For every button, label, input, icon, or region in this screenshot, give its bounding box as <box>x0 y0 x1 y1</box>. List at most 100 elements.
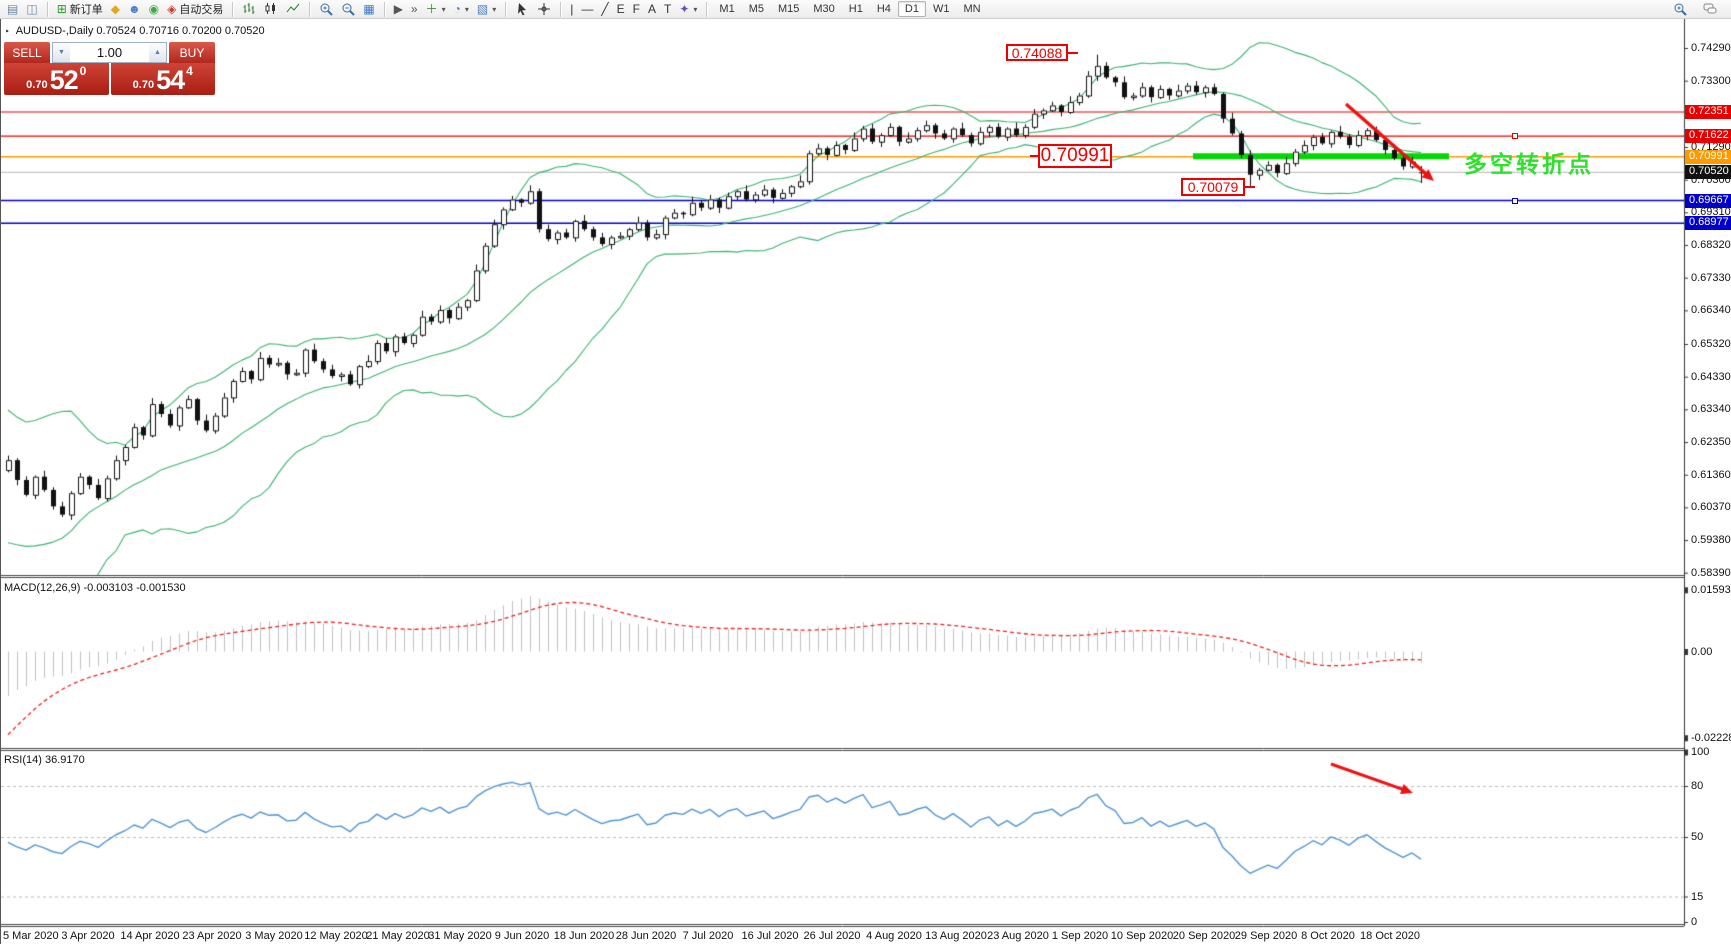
buy-button[interactable]: BUY <box>169 42 215 63</box>
line-anchor-handle[interactable] <box>1512 133 1518 140</box>
annotation-leader <box>1068 51 1078 54</box>
price-axis-tick: 0.74290 <box>1691 42 1731 54</box>
label-glyph: T <box>664 2 672 16</box>
timeframe-m30[interactable]: M30 <box>813 3 835 15</box>
volume-value[interactable]: 1.00 <box>96 45 123 60</box>
dropdown-caret-icon[interactable]: ▾ <box>464 4 469 14</box>
price-axis-tick: 0.63340 <box>1691 403 1731 416</box>
date-axis-label: 26 Jul 2020 <box>803 930 861 942</box>
timeframe-w1[interactable]: W1 <box>932 3 950 15</box>
shapes-button[interactable]: ✦ ▾ <box>675 1 701 18</box>
price-axis-tick: 0.65320 <box>1691 338 1731 350</box>
price-annotation[interactable]: 0.74088 <box>1006 44 1068 61</box>
price-axis-tick: 0.62350 <box>1691 436 1731 449</box>
price-axis-tick: 0.59380 <box>1691 534 1731 547</box>
label-button[interactable]: T <box>660 1 675 18</box>
sell-price-button[interactable]: 0.70 52 0 <box>4 63 109 95</box>
price-annotation[interactable]: 0.70991 <box>1038 144 1112 168</box>
crosshair-button[interactable] <box>533 1 555 18</box>
shift-chart-button[interactable]: ▶ <box>390 1 407 18</box>
rsi-axis-tick: 15 <box>1691 890 1704 903</box>
date-axis-label: 1 Sep 2020 <box>1051 930 1109 942</box>
toolbar-separator <box>706 1 708 17</box>
toolbar-group: ▶» ＋ ▾ ◔ ▾ ▧ ▾ <box>387 0 504 19</box>
timeframe-m15[interactable]: M15 <box>777 3 800 15</box>
channel-glyph: E <box>616 2 625 16</box>
cursor-button[interactable] <box>511 1 533 18</box>
timeframe-d1[interactable]: D1 <box>897 1 926 17</box>
tile-windows-button[interactable]: ▦ <box>359 1 378 18</box>
date-axis-label: 14 Apr 2020 <box>120 930 180 942</box>
volume-stepper[interactable]: ▼ 1.00 ▲ <box>52 42 167 63</box>
date-axis-label: 9 Jun 2020 <box>494 930 550 942</box>
text-button[interactable]: A <box>644 1 660 18</box>
volume-up-button[interactable]: ▲ <box>149 43 166 62</box>
new-order-button[interactable]: ⊞ 新订单 <box>53 1 107 18</box>
dropdown-caret-icon[interactable]: ▾ <box>693 4 698 14</box>
line-anchor-handle[interactable] <box>1512 197 1518 204</box>
bar-chart-button[interactable] <box>238 1 260 18</box>
toolbar-right <box>1669 1 1731 18</box>
rsi-axis-tick: 100 <box>1691 746 1710 758</box>
sell-button[interactable]: SELL <box>4 42 50 63</box>
line-chart-button[interactable] <box>282 1 304 18</box>
signal-icon[interactable]: ◉ <box>145 1 163 18</box>
date-axis-label: 31 May 2020 <box>428 930 492 942</box>
buy-price-button[interactable]: 0.70 54 4 <box>110 63 215 95</box>
chat-icon[interactable] <box>1699 1 1721 18</box>
symbol-marker-icon: ‣ <box>5 26 10 36</box>
price-axis-tick: 0.69310 <box>1691 206 1731 219</box>
timeframe-m5[interactable]: M5 <box>748 3 764 15</box>
zoom-in-button[interactable] <box>315 1 337 18</box>
search-icon[interactable] <box>1669 1 1691 18</box>
templates-button[interactable]: ▧ ▾ <box>473 1 500 18</box>
timeframe-m1[interactable]: M1 <box>719 3 735 15</box>
profile-icon[interactable]: ☻ <box>124 1 145 18</box>
buy-price-big: 54 <box>156 65 185 95</box>
dropdown-caret-icon[interactable]: ▾ <box>492 4 497 14</box>
periods-glyph: ◔ <box>453 2 461 16</box>
timeframe-h4[interactable]: H4 <box>876 3 891 15</box>
fibonacci-button[interactable]: F <box>629 1 644 18</box>
chart-window-icon-glyph: ▤ <box>7 2 19 16</box>
timeframe-mn[interactable]: MN <box>963 3 981 15</box>
price-axis-tick: 0.73300 <box>1691 74 1731 87</box>
price-badge: 0.72351 <box>1685 104 1731 119</box>
timeframe-h1[interactable]: H1 <box>848 3 863 15</box>
vertical-line-button[interactable]: | <box>566 1 577 18</box>
chart-canvas[interactable] <box>1 19 1731 944</box>
toolbar-group: ⊞ 新订单 ◆ ☻ ◉ ◈ 自动交易 <box>50 0 231 19</box>
chart-area[interactable]: ‣ AUDUSD-,Daily 0.70524 0.70716 0.70200 … <box>0 19 1731 944</box>
chart-window-icon[interactable]: ▤ <box>3 1 22 18</box>
price-axis-tick: 0.61360 <box>1691 468 1731 481</box>
zoom-out-button[interactable] <box>337 1 359 18</box>
volume-down-button[interactable]: ▼ <box>53 43 70 62</box>
chart-profile-icon-glyph: ◫ <box>26 2 38 16</box>
candlestick-chart-button[interactable] <box>260 1 282 18</box>
rsi-axis-tick: 50 <box>1691 831 1704 843</box>
date-axis-label: 8 Oct 2020 <box>1301 930 1355 942</box>
price-axis-tick: 0.58390 <box>1691 566 1731 579</box>
toolbar-separator <box>46 1 48 17</box>
autoscroll-button[interactable]: » <box>407 1 422 18</box>
price-annotation[interactable]: 0.70079 <box>1181 178 1245 196</box>
macd-axis-tick: 0.00 <box>1691 645 1713 658</box>
horizontal-line-button[interactable]: — <box>577 1 597 18</box>
eraser-icon-glyph: ◆ <box>110 2 120 16</box>
date-axis-label: 3 May 2020 <box>245 930 303 942</box>
date-axis-label: 4 Aug 2020 <box>866 930 922 942</box>
turning-point-annotation[interactable]: 多空转折点 <box>1464 152 1594 178</box>
autotrading-button[interactable]: ◈ 自动交易 <box>163 1 227 18</box>
date-axis-label: 20 Sep 2020 <box>1172 930 1236 942</box>
dropdown-caret-icon[interactable]: ▾ <box>441 4 446 14</box>
chart-profile-icon[interactable]: ◫ <box>22 1 41 18</box>
channel-button[interactable]: E <box>613 1 629 18</box>
text-glyph: A <box>647 2 656 16</box>
signal-icon-glyph: ◉ <box>148 2 160 16</box>
eraser-icon[interactable]: ◆ <box>107 1 124 18</box>
date-axis-label: 29 Sep 2020 <box>1234 930 1298 942</box>
periods-button[interactable]: ◔ ▾ <box>450 1 473 18</box>
date-axis-label: 21 May 2020 <box>366 930 430 942</box>
indicators-button[interactable]: ＋ ▾ <box>422 1 450 18</box>
trendline-button[interactable]: ╱ <box>597 1 612 18</box>
